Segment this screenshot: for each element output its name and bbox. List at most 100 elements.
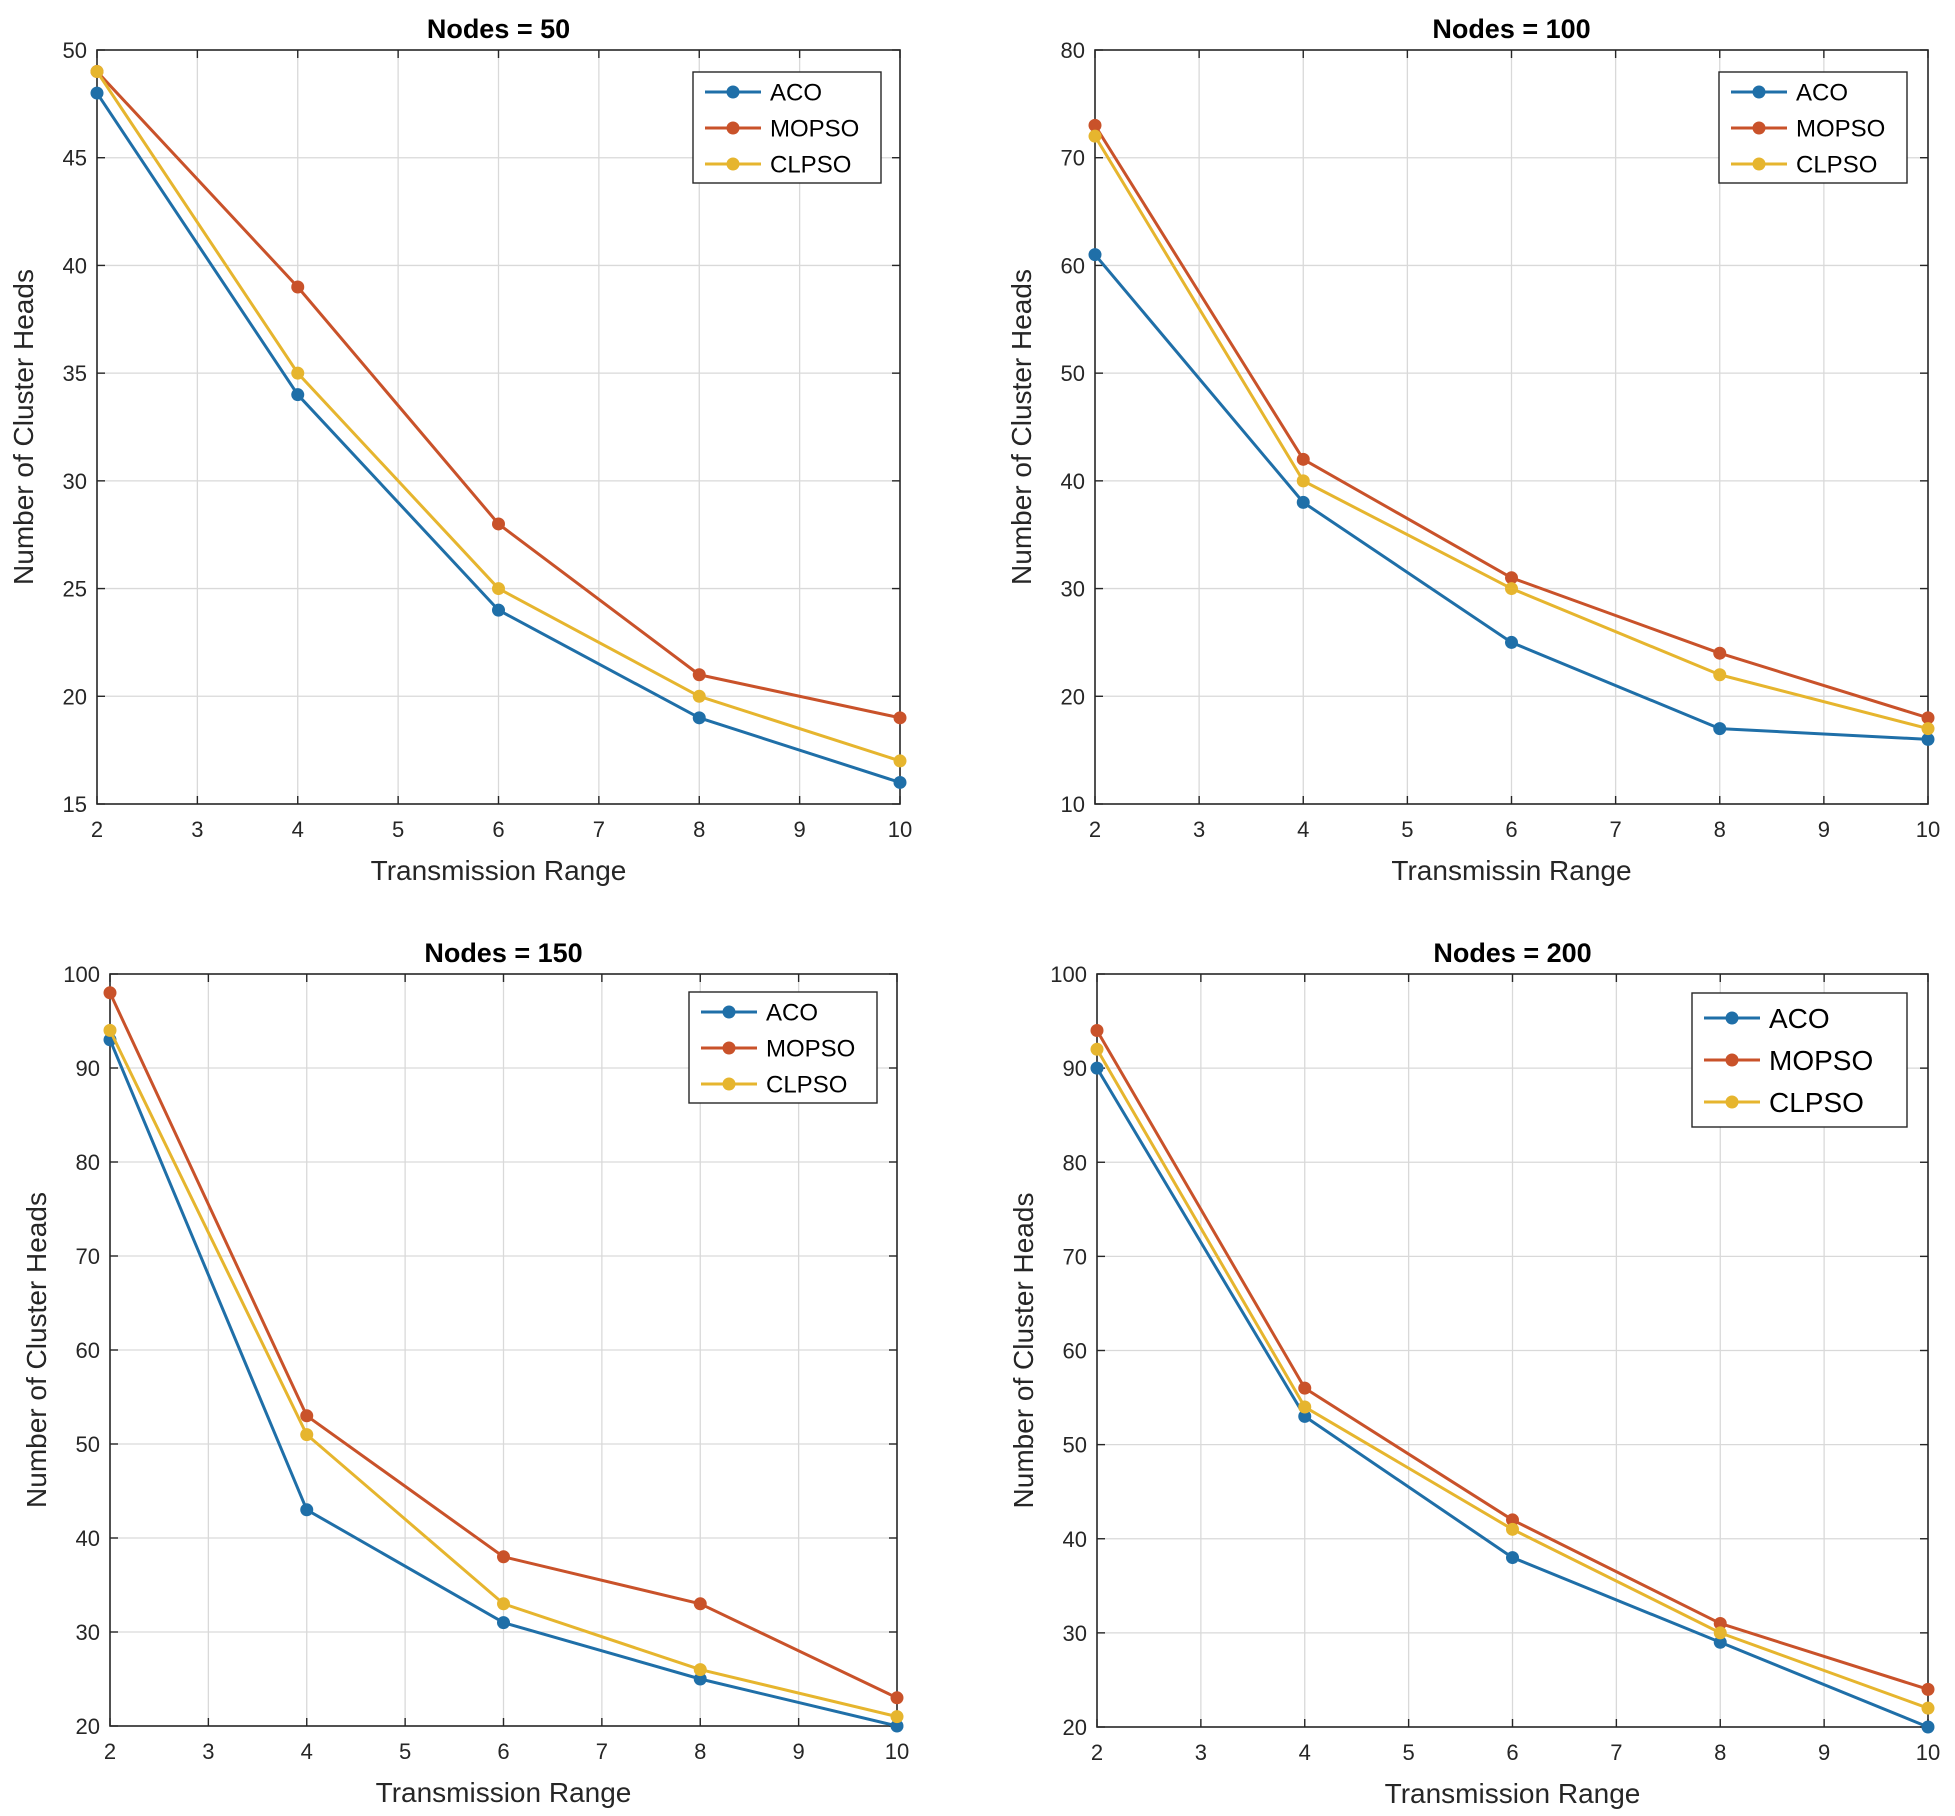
- x-tick-label: 3: [1195, 1740, 1207, 1765]
- data-point-clpso: [893, 754, 907, 768]
- data-point-aco: [497, 1616, 510, 1630]
- series-aco: [103, 1033, 904, 1733]
- chart-panel-2: 2 3 4 5 6 7 8 9 10 10 20 30 40 50 60 70 80 Nodes = 100 Tra…: [1006, 14, 1940, 886]
- series-clpso: [103, 1023, 904, 1724]
- data-point-clpso: [492, 582, 505, 596]
- chart-title: Nodes = 100: [1432, 14, 1590, 44]
- data-point-mopso: [893, 711, 907, 725]
- legend-marker-mopso: [1752, 121, 1766, 135]
- legend-marker-mopso: [726, 121, 740, 135]
- data-point-aco: [1921, 732, 1935, 746]
- data-point-clpso: [1088, 129, 1102, 143]
- data-point-aco: [1088, 248, 1102, 262]
- x-tick-label: 2: [91, 817, 103, 842]
- series-mopso: [1090, 1023, 1935, 1696]
- data-point-clpso: [300, 1428, 314, 1442]
- data-point-mopso: [492, 517, 505, 531]
- y-tick-label: 50: [76, 1432, 100, 1457]
- x-tick-label: 4: [301, 1739, 313, 1764]
- data-point-aco: [300, 1503, 314, 1517]
- x-tick-label: 8: [694, 1739, 706, 1764]
- data-point-mopso: [1298, 1381, 1312, 1395]
- data-point-aco: [893, 775, 907, 789]
- legend-label-mopso: MOPSO: [1769, 1045, 1873, 1076]
- x-axis-label: Transmissin Range: [1391, 855, 1631, 886]
- data-point-clpso: [1506, 1522, 1519, 1536]
- y-tick-label: 50: [1063, 1433, 1087, 1458]
- legend-marker-clpso: [1752, 157, 1766, 171]
- x-tick-label: 8: [1714, 1740, 1726, 1765]
- data-point-mopso: [693, 1597, 707, 1611]
- y-axis-label: Number of Cluster Heads: [21, 1192, 52, 1508]
- y-tick-label: 40: [1061, 469, 1085, 494]
- legend-label-clpso: CLPSO: [770, 152, 851, 179]
- legend: ACO MOPSO CLPSO: [688, 991, 878, 1104]
- data-point-mopso: [1713, 646, 1727, 660]
- chart-title: Nodes = 150: [424, 938, 582, 968]
- data-point-aco: [90, 86, 104, 100]
- y-axis-label: Number of Cluster Heads: [1008, 1193, 1039, 1509]
- x-tick-label: 4: [292, 817, 304, 842]
- chart-title: Nodes = 200: [1433, 938, 1591, 968]
- data-point-aco: [1298, 1409, 1312, 1423]
- data-point-mopso: [103, 986, 117, 1000]
- data-point-aco: [291, 388, 305, 402]
- x-tick-label: 8: [693, 817, 705, 842]
- x-tick-label: 5: [399, 1739, 411, 1764]
- series-aco: [1090, 1061, 1935, 1734]
- data-point-aco: [1713, 722, 1727, 736]
- chart-title: Nodes = 50: [427, 14, 570, 44]
- x-tick-label: 6: [1505, 817, 1517, 842]
- y-tick-label: 80: [1063, 1150, 1087, 1175]
- legend-label-mopso: MOPSO: [1796, 116, 1885, 143]
- x-tick-label: 10: [888, 817, 912, 842]
- x-tick-label: 5: [392, 817, 404, 842]
- chart-panel-3: 2 3 4 5 6 7 8 9 10 20 30 40 50 60 70 80 90 100 Nodes = 150…: [21, 938, 909, 1808]
- y-tick-label: 50: [63, 38, 87, 63]
- y-tick-label: 70: [1061, 146, 1085, 171]
- legend-marker-clpso: [726, 157, 740, 171]
- y-tick-label: 80: [76, 1150, 100, 1175]
- data-point-clpso: [1090, 1042, 1104, 1056]
- x-tick-label: 9: [1818, 817, 1830, 842]
- legend-label-aco: ACO: [766, 1000, 818, 1027]
- data-point-aco: [1506, 1551, 1519, 1565]
- legend-label-mopso: MOPSO: [770, 116, 859, 143]
- data-point-clpso: [497, 1597, 510, 1611]
- legend-marker-clpso: [1725, 1095, 1739, 1109]
- y-tick-label: 90: [1063, 1056, 1087, 1081]
- y-tick-label: 100: [1050, 962, 1087, 987]
- x-tick-label: 10: [1916, 1740, 1940, 1765]
- x-tick-label: 3: [202, 1739, 214, 1764]
- data-point-aco: [1296, 495, 1310, 509]
- legend-label-aco: ACO: [1769, 1003, 1830, 1034]
- legend: ACO MOPSO CLPSO: [1691, 992, 1908, 1128]
- data-point-clpso: [1298, 1400, 1312, 1414]
- legend-marker-mopso: [722, 1041, 736, 1055]
- data-point-clpso: [1296, 474, 1310, 488]
- x-tick-label: 10: [1916, 817, 1940, 842]
- x-tick-label: 9: [793, 1739, 805, 1764]
- data-point-clpso: [1713, 1626, 1727, 1640]
- series-clpso: [1090, 1042, 1935, 1715]
- legend-label-aco: ACO: [1796, 80, 1848, 107]
- data-point-mopso: [1505, 571, 1518, 585]
- data-point-mopso: [1921, 711, 1935, 725]
- y-axis-label: Number of Cluster Heads: [1006, 269, 1037, 585]
- data-point-mopso: [692, 668, 706, 682]
- legend-marker-clpso: [722, 1077, 736, 1091]
- legend-marker-aco: [1752, 85, 1766, 99]
- y-tick-label: 30: [1061, 577, 1085, 602]
- y-tick-label: 20: [1061, 684, 1085, 709]
- y-tick-label: 30: [1063, 1621, 1087, 1646]
- y-tick-label: 60: [76, 1338, 100, 1363]
- data-point-clpso: [890, 1710, 904, 1724]
- x-tick-label: 7: [1610, 1740, 1622, 1765]
- y-tick-label: 100: [63, 962, 100, 987]
- data-point-clpso: [692, 689, 706, 703]
- legend-label-clpso: CLPSO: [1796, 152, 1877, 179]
- x-tick-label: 8: [1714, 817, 1726, 842]
- legend: ACO MOPSO CLPSO: [1718, 71, 1908, 184]
- data-point-aco: [492, 603, 505, 617]
